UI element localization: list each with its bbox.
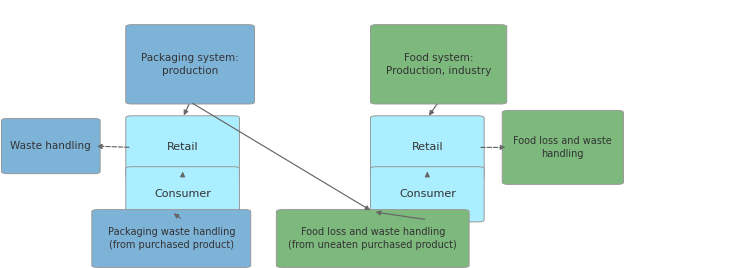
Text: Packaging system:
production: Packaging system: production <box>142 53 239 76</box>
FancyBboxPatch shape <box>370 116 484 179</box>
Text: Retail: Retail <box>412 142 443 152</box>
Text: Waste handling: Waste handling <box>11 141 91 151</box>
Text: Retail: Retail <box>167 142 198 152</box>
FancyBboxPatch shape <box>370 25 507 104</box>
FancyBboxPatch shape <box>2 118 100 174</box>
Text: Packaging waste handling
(from purchased product): Packaging waste handling (from purchased… <box>108 227 235 250</box>
Text: Food loss and waste handling
(from uneaten purchased product): Food loss and waste handling (from uneat… <box>288 227 457 250</box>
Text: Consumer: Consumer <box>399 189 456 199</box>
FancyBboxPatch shape <box>126 116 239 179</box>
FancyBboxPatch shape <box>276 210 469 267</box>
Text: Consumer: Consumer <box>154 189 211 199</box>
FancyBboxPatch shape <box>126 167 239 222</box>
FancyBboxPatch shape <box>502 110 623 184</box>
Text: Food loss and waste
handling: Food loss and waste handling <box>514 136 612 159</box>
FancyBboxPatch shape <box>126 25 255 104</box>
FancyBboxPatch shape <box>370 167 484 222</box>
FancyBboxPatch shape <box>92 210 251 267</box>
Text: Food system:
Production, industry: Food system: Production, industry <box>386 53 491 76</box>
